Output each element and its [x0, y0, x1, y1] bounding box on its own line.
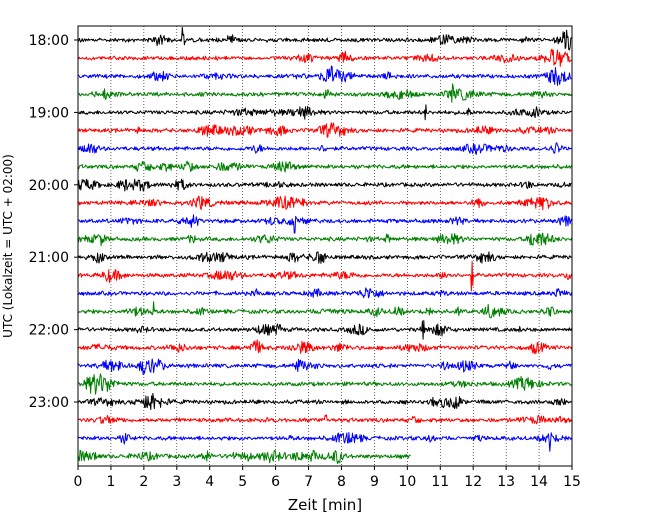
seismic-trace — [77, 373, 572, 395]
plot-frame — [77, 25, 573, 467]
x-tick-label: 14 — [530, 474, 548, 490]
seismic-trace — [77, 83, 572, 103]
y-tick-label: 21:00 — [29, 250, 69, 266]
seismic-trace — [77, 195, 572, 211]
x-tick-label: 5 — [238, 474, 247, 490]
seismic-trace — [77, 122, 572, 138]
x-tick-label: 15 — [563, 474, 581, 490]
seismic-trace — [77, 251, 572, 264]
seismic-trace — [77, 339, 572, 355]
seismic-trace — [77, 287, 572, 299]
x-tick-label: 0 — [74, 474, 83, 490]
x-tick-label: 9 — [370, 474, 379, 490]
seismic-trace — [77, 260, 572, 292]
y-axis-label: UTC (Lokalzeit = UTC + 02:00) — [1, 154, 15, 338]
x-tick-label: 6 — [271, 474, 280, 490]
y-tick-label: 22:00 — [29, 323, 69, 339]
seismic-trace — [77, 392, 572, 411]
y-tick-label: 18:00 — [29, 33, 69, 49]
seismic-trace — [77, 142, 572, 155]
y-tick-label: 20:00 — [29, 178, 69, 194]
seismic-trace — [77, 214, 572, 234]
seismic-trace — [77, 414, 572, 425]
seismic-trace — [77, 232, 572, 247]
seismic-trace — [77, 65, 572, 86]
y-tick-label: 23:00 — [29, 395, 69, 411]
y-axis: 18:00 19:00 20:00 21:00 22:00 23:00 — [29, 33, 78, 411]
x-tick-label: 12 — [464, 474, 482, 490]
seismic-trace — [77, 160, 572, 173]
seismic-trace — [77, 48, 572, 67]
seismic-trace — [77, 26, 572, 51]
seismic-traces — [77, 26, 572, 465]
seismic-trace — [77, 358, 572, 375]
x-tick-label: 8 — [337, 474, 346, 490]
seismic-trace — [77, 104, 572, 121]
x-tick-label: 3 — [172, 474, 181, 490]
x-tick-label: 10 — [398, 474, 416, 490]
seismic-trace — [77, 319, 572, 340]
y-tick-label: 19:00 — [29, 105, 69, 121]
x-tick-label: 13 — [497, 474, 515, 490]
x-tick-label: 2 — [139, 474, 148, 490]
seismic-trace — [77, 301, 572, 319]
grid-lines — [110, 26, 540, 466]
x-axis: 0 1 2 3 4 5 6 7 8 9 10 11 12 13 14 15 — [74, 466, 581, 490]
seismic-trace — [77, 432, 572, 452]
x-tick-label: 1 — [106, 474, 115, 490]
x-tick-label: 7 — [304, 474, 313, 490]
x-tick-label: 4 — [205, 474, 214, 490]
x-axis-label: Zeit [min] — [288, 496, 362, 514]
seismic-trace — [77, 178, 572, 192]
seismic-trace — [77, 449, 411, 465]
x-tick-label: 11 — [431, 474, 449, 490]
